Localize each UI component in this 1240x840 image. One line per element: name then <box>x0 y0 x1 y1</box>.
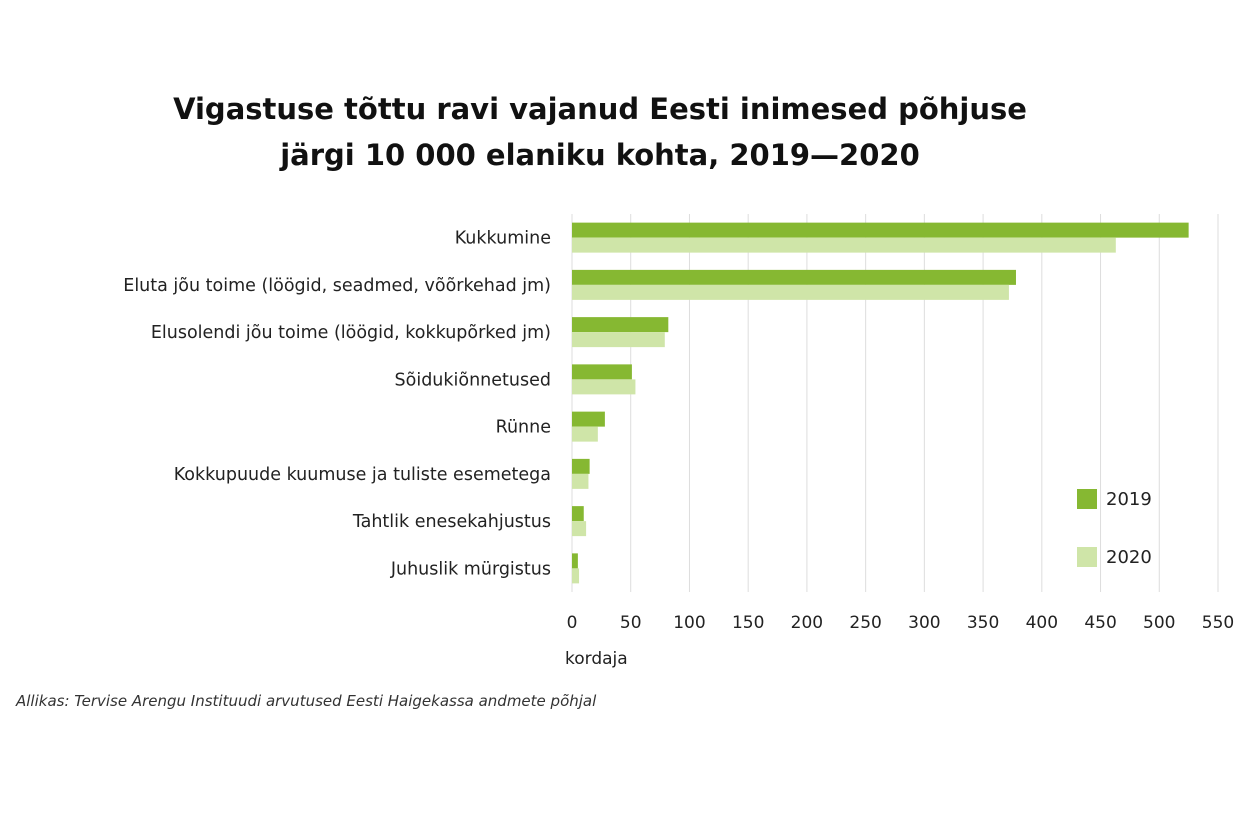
category-label: Kukkumine <box>455 229 551 249</box>
bar-2020-5 <box>572 473 589 489</box>
bar-2019-2 <box>572 317 669 333</box>
x-tick-label: 550 <box>1202 613 1234 633</box>
x-tick-label: 400 <box>1026 613 1058 633</box>
bars <box>572 222 1189 584</box>
x-tick-label: 150 <box>732 613 764 633</box>
chart-title-line-1: Vigastuse tõttu ravi vajanud Eesti inime… <box>173 92 1027 126</box>
category-labels: Kukkumine Eluta jõu toime (löögid, seadme… <box>123 229 551 580</box>
legend-label: 2020 <box>1106 547 1152 568</box>
x-tick-label: 300 <box>908 613 940 633</box>
x-tick-label: 50 <box>620 613 642 633</box>
bar-2019-5 <box>572 458 590 474</box>
x-tick-labels: 0 50 100 150 200 250 300 350 400 450 500 550 <box>567 613 1235 633</box>
category-label: Tahtlik enesekahjustus <box>352 512 551 532</box>
bar-2019-4 <box>572 411 605 427</box>
legend-swatch-2020 <box>1077 547 1097 567</box>
category-label: Elusolendi jõu toime (löögid, kokkupõrke… <box>151 323 551 343</box>
bar-2019-0 <box>572 222 1189 238</box>
bar-2020-7 <box>572 568 580 584</box>
x-tick-label: 500 <box>1143 613 1175 633</box>
x-tick-label: 350 <box>967 613 999 633</box>
bar-2020-6 <box>572 521 587 537</box>
bar-2020-2 <box>572 332 665 348</box>
source-note: Allikas: Tervise Arengu Instituudi arvut… <box>16 692 597 710</box>
category-label: Rünne <box>496 418 551 438</box>
category-label: Eluta jõu toime (löögid, seadmed, võõrke… <box>123 276 551 296</box>
bar-2020-3 <box>572 379 636 395</box>
bar-2019-1 <box>572 269 1016 285</box>
category-label: Kokkupuude kuumuse ja tuliste esemetega <box>174 465 551 485</box>
legend: 2019 2020 <box>1077 489 1152 568</box>
legend-label: 2019 <box>1106 489 1152 510</box>
bar-2019-6 <box>572 506 584 522</box>
bar-2020-0 <box>572 237 1116 253</box>
bar-2019-7 <box>572 553 578 569</box>
x-tick-label: 250 <box>849 613 881 633</box>
x-tick-label: 450 <box>1084 613 1116 633</box>
category-label: Juhuslik mürgistus <box>390 559 551 579</box>
bar-2020-4 <box>572 426 598 442</box>
category-label: Sõidukiõnnetused <box>395 370 551 390</box>
x-tick-label: 200 <box>791 613 823 633</box>
bar-2019-3 <box>572 364 632 380</box>
legend-swatch-2019 <box>1077 489 1097 509</box>
x-tick-label: 0 <box>567 613 578 633</box>
x-axis-label: kordaja <box>565 649 628 669</box>
chart-title-line-2: järgi 10 000 elaniku kohta, 2019—2020 <box>280 138 920 172</box>
x-tick-label: 100 <box>673 613 705 633</box>
chart-title: Vigastuse tõttu ravi vajanud Eesti inime… <box>0 86 1200 178</box>
bar-2020-1 <box>572 284 1009 300</box>
